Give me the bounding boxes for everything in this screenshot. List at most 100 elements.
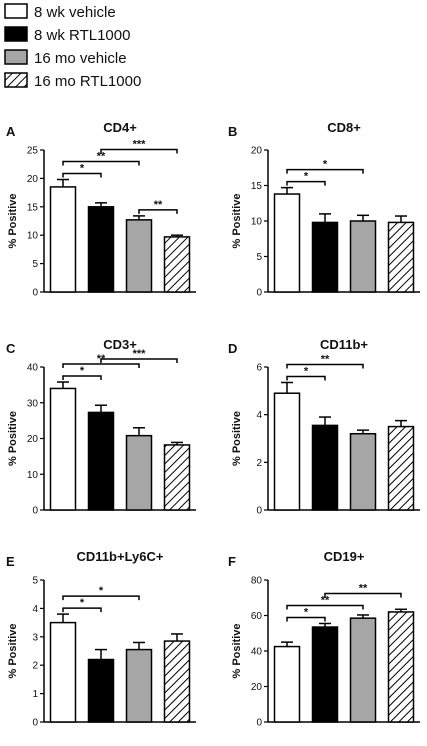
legend-swatch-2 (4, 26, 28, 42)
significance-bracket (100, 148, 178, 154)
panel-e: E CD11b+Ly6C+ 0 1 2 3 4 5 % Positive * * (6, 549, 196, 729)
panel-letter: B (228, 124, 237, 139)
bar-4 (163, 444, 191, 511)
y-axis-label: % Positive (7, 193, 19, 248)
bar-1 (273, 645, 301, 723)
y-axis-label: % Positive (231, 193, 243, 248)
bar-1 (273, 392, 301, 511)
panel-letter: F (228, 554, 236, 569)
panel-letter: C (6, 341, 16, 356)
y-tick-label: 60 (251, 611, 263, 622)
bar-2 (311, 221, 339, 293)
y-tick-label: 3 (32, 632, 38, 643)
significance-bracket (62, 607, 102, 613)
y-tick-label: 10 (251, 217, 263, 228)
y-tick-label: 40 (27, 363, 39, 374)
bar-4 (163, 236, 191, 293)
y-tick-label: 5 (256, 252, 262, 263)
significance-bracket (324, 592, 402, 598)
significance-bracket (286, 168, 364, 174)
significance-bracket (62, 363, 140, 369)
bar-3 (349, 617, 377, 723)
bar-4 (387, 221, 415, 293)
y-tick-label: 0 (32, 288, 38, 299)
bar-2 (87, 658, 115, 723)
significance-bracket (100, 358, 178, 363)
y-tick-label: 5 (32, 259, 38, 270)
bar-2 (311, 424, 339, 511)
significance-label: * (304, 171, 309, 183)
panel-letter: E (6, 554, 15, 569)
significance-label: * (304, 606, 309, 618)
y-tick-label: 15 (251, 181, 263, 192)
bar-3 (349, 432, 377, 511)
significance-bracket (286, 616, 326, 622)
significance-bracket (62, 172, 102, 178)
legend-swatch-3 (4, 49, 28, 65)
y-tick-label: 0 (256, 288, 262, 299)
y-tick-label: 15 (27, 202, 39, 213)
bar-3 (349, 220, 377, 293)
significance-label: *** (133, 348, 147, 360)
panel-b: B CD8+ 0 5 10 15 20 % Positive * * (228, 120, 420, 299)
significance-label: ** (321, 353, 330, 365)
significance-label: * (323, 159, 328, 171)
legend-label-4: 16 mo RTL1000 (34, 73, 141, 90)
panel-letter: A (6, 124, 16, 139)
panel-title: CD11b+ (320, 337, 368, 352)
significance-label: ** (321, 594, 330, 606)
y-tick-label: 30 (27, 398, 39, 409)
y-tick-label: 20 (251, 682, 263, 693)
significance-bracket (62, 375, 102, 381)
bar-2 (311, 626, 339, 723)
y-tick-label: 10 (27, 470, 39, 481)
significance-label: * (80, 365, 85, 377)
bar-1 (49, 387, 77, 511)
significance-label: ** (97, 151, 106, 163)
bar-3 (125, 648, 153, 723)
legend-swatch-1 (4, 3, 28, 19)
y-tick-label: 80 (251, 576, 263, 587)
panel-title: CD3+ (103, 337, 137, 352)
bar-2 (87, 206, 115, 293)
y-axis-label: % Positive (231, 623, 243, 678)
bar-4 (163, 640, 191, 723)
legend-label-1: 8 wk vehicle (34, 4, 116, 21)
y-tick-label: 20 (251, 146, 263, 157)
y-tick-label: 5 (32, 576, 38, 587)
bar-2 (87, 411, 115, 511)
bar-1 (49, 186, 77, 293)
significance-label: * (80, 163, 85, 175)
panel-title: CD19+ (324, 549, 365, 564)
y-tick-label: 0 (256, 506, 262, 517)
y-tick-label: 20 (27, 174, 39, 185)
significance-bracket (138, 209, 178, 214)
y-tick-label: 40 (251, 647, 263, 658)
significance-label: *** (133, 139, 147, 151)
panel-title: CD11b+Ly6C+ (77, 549, 164, 564)
y-tick-label: 4 (32, 604, 38, 615)
panel-letter: D (228, 341, 237, 356)
significance-label: * (99, 585, 104, 597)
significance-bracket (62, 595, 140, 601)
y-axis-label: % Positive (7, 623, 19, 678)
significance-bracket (286, 180, 326, 186)
y-tick-label: 6 (256, 363, 262, 374)
panel-title: CD4+ (103, 120, 137, 135)
legend: 8 wk vehicle 8 wk RTL1000 16 mo vehicle 16 … (4, 3, 141, 90)
significance-bracket (286, 363, 364, 369)
significance-label: ** (359, 582, 368, 594)
bar-4 (387, 425, 415, 511)
y-tick-label: 2 (256, 458, 262, 469)
significance-label: * (304, 365, 309, 377)
y-tick-label: 4 (256, 410, 262, 421)
significance-label: ** (154, 199, 163, 211)
y-axis-label: % Positive (7, 411, 19, 466)
significance-label: * (80, 597, 85, 609)
